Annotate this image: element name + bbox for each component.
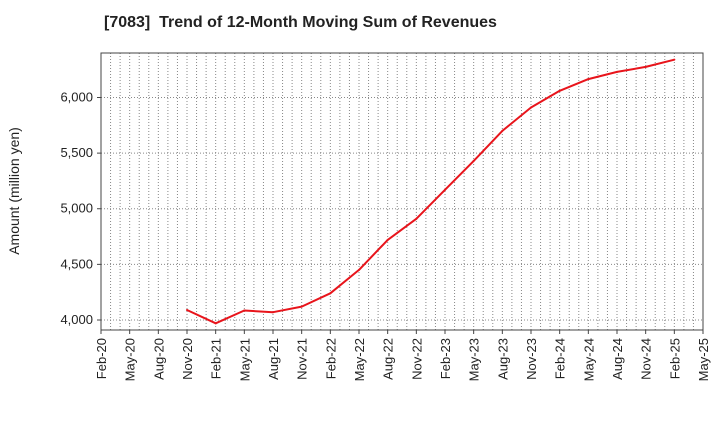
data-point: [530, 106, 532, 109]
series-line: [186, 58, 675, 325]
data-point: [186, 308, 188, 311]
data-point: [558, 89, 561, 92]
x-tick-label: May-21: [237, 338, 252, 381]
x-tick-label: Aug-22: [381, 338, 396, 380]
x-tick-label: May-23: [467, 338, 482, 381]
data-point: [472, 159, 475, 162]
data-point: [243, 309, 246, 312]
series-layer: [186, 58, 676, 325]
y-tick-label: 6,000: [60, 89, 93, 104]
x-tick-label: Feb-21: [209, 338, 224, 379]
x-tick-label: Feb-25: [667, 338, 682, 379]
data-point: [358, 268, 360, 271]
x-axis: Feb-20 May-20 Aug-20 Nov-20 Feb-21 May-21 Aug-…: [94, 330, 711, 381]
y-tick-label: 5,000: [60, 201, 93, 216]
data-point: [501, 129, 504, 132]
data-point: [444, 188, 446, 191]
data-point: [644, 65, 647, 68]
data-point: [329, 292, 332, 295]
plot-area: [100, 52, 704, 331]
x-tick-label: Nov-23: [524, 338, 539, 380]
data-point: [415, 217, 418, 220]
grid: [101, 53, 703, 330]
y-axis-title: Amount (million yen): [6, 127, 22, 255]
x-tick-label: Nov-24: [639, 338, 654, 380]
y-axis: 4,000 4,500 5,000 5,500 6,000: [60, 89, 101, 327]
x-tick-label: Feb-22: [323, 338, 338, 379]
x-tick-label: May-22: [352, 338, 367, 381]
data-point: [386, 238, 389, 241]
x-tick-label: Nov-20: [180, 338, 195, 380]
x-tick-label: Feb-20: [94, 338, 109, 379]
x-tick-label: Nov-22: [409, 338, 424, 380]
data-point: [272, 311, 274, 314]
data-point: [587, 78, 590, 81]
y-tick-label: 5,500: [60, 145, 93, 160]
x-tick-label: Aug-24: [610, 338, 625, 380]
x-tick-label: Nov-21: [295, 338, 310, 380]
y-tick-label: 4,000: [60, 312, 93, 327]
x-tick-label: Aug-23: [495, 338, 510, 380]
y-tick-label: 4,500: [60, 256, 93, 271]
x-tick-label: Aug-20: [151, 338, 166, 380]
data-point: [214, 322, 217, 325]
data-point: [300, 305, 303, 308]
x-tick-label: May-25: [696, 338, 711, 381]
x-tick-label: Feb-23: [438, 338, 453, 379]
data-point: [673, 58, 676, 61]
x-tick-label: Aug-21: [266, 338, 281, 380]
x-tick-label: Feb-24: [553, 338, 568, 379]
x-tick-label: May-24: [581, 338, 596, 381]
data-point: [616, 70, 618, 73]
chart-title: [7083] Trend of 12-Month Moving Sum of R…: [104, 14, 497, 31]
x-tick-label: May-20: [123, 338, 138, 381]
